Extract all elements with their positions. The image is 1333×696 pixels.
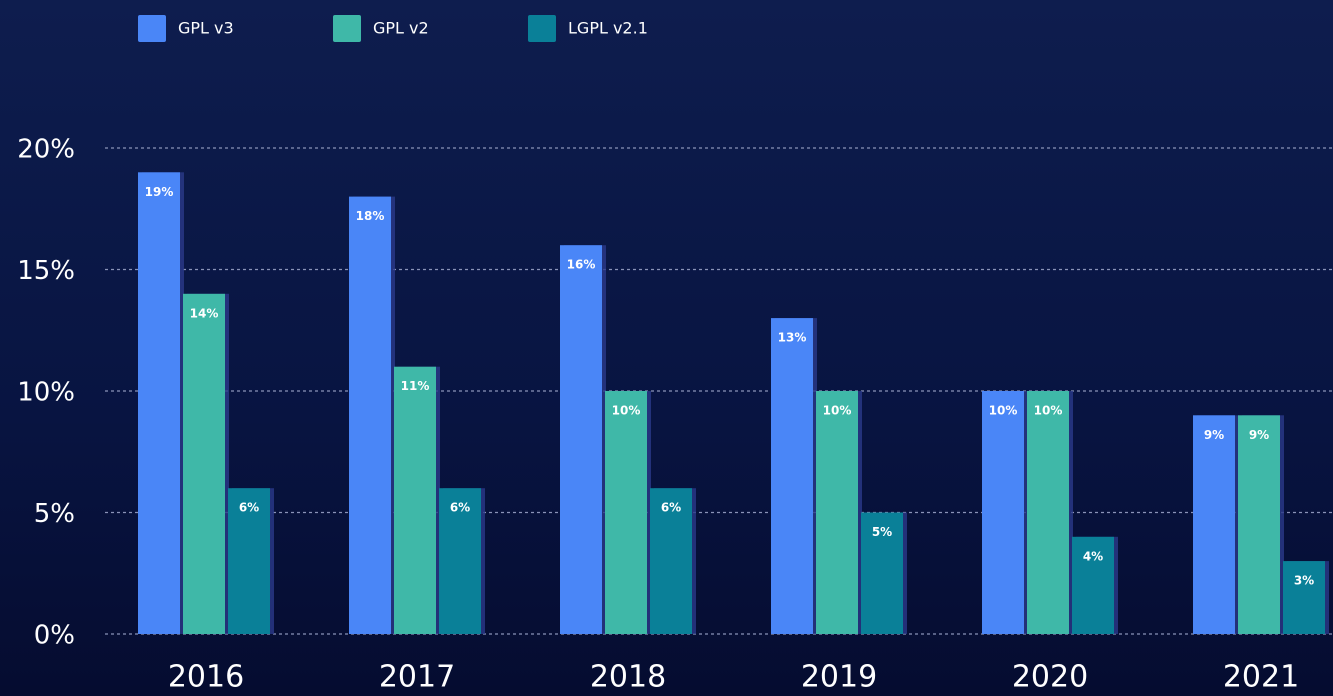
bar: [650, 488, 692, 634]
y-tick-label: 5%: [34, 499, 75, 529]
value-label: 16%: [567, 258, 596, 272]
value-label: 5%: [872, 525, 892, 539]
legend-swatch: [138, 15, 166, 42]
legend-label: GPL v2: [373, 19, 429, 38]
x-tick-label: 2018: [590, 660, 666, 695]
value-label: 6%: [661, 501, 681, 515]
value-label: 10%: [989, 404, 1018, 418]
bar: [138, 172, 180, 635]
value-label: 3%: [1294, 574, 1314, 588]
value-label: 13%: [778, 331, 807, 345]
y-tick-label: 15%: [17, 256, 75, 286]
bar: [982, 391, 1024, 634]
bar: [861, 512, 903, 634]
legend-swatch: [333, 15, 361, 42]
x-tick-label: 2019: [801, 660, 877, 695]
y-tick-label: 20%: [17, 135, 75, 165]
bar: [1193, 415, 1235, 634]
bar: [183, 293, 225, 634]
value-label: 10%: [823, 404, 852, 418]
bar: [1072, 536, 1114, 634]
y-tick-label: 0%: [34, 621, 75, 651]
value-label: 6%: [450, 501, 470, 515]
legend-label: LGPL v2.1: [568, 19, 648, 38]
value-label: 11%: [401, 379, 430, 393]
value-label: 18%: [356, 209, 385, 223]
x-tick-label: 2020: [1012, 660, 1088, 695]
legend-swatch: [528, 15, 556, 42]
value-label: 6%: [239, 501, 259, 515]
value-label: 19%: [145, 185, 174, 199]
x-tick-label: 2021: [1223, 660, 1299, 695]
y-tick-label: 10%: [17, 378, 75, 408]
bar: [349, 196, 391, 634]
x-tick-label: 2017: [379, 660, 455, 695]
value-label: 4%: [1083, 549, 1103, 563]
legend-label: GPL v3: [178, 19, 234, 38]
value-label: 9%: [1249, 428, 1269, 442]
bar: [439, 488, 481, 634]
bar: [560, 245, 602, 634]
bar: [771, 318, 813, 634]
value-label: 10%: [612, 404, 641, 418]
bar: [1027, 391, 1069, 634]
bar: [1283, 561, 1325, 634]
bar: [228, 488, 270, 634]
value-label: 10%: [1034, 404, 1063, 418]
bar: [1238, 415, 1280, 634]
value-label: 14%: [190, 306, 219, 320]
x-tick-label: 2016: [168, 660, 244, 695]
bar: [394, 366, 436, 634]
bar: [816, 391, 858, 634]
value-label: 9%: [1204, 428, 1224, 442]
bar: [605, 391, 647, 634]
